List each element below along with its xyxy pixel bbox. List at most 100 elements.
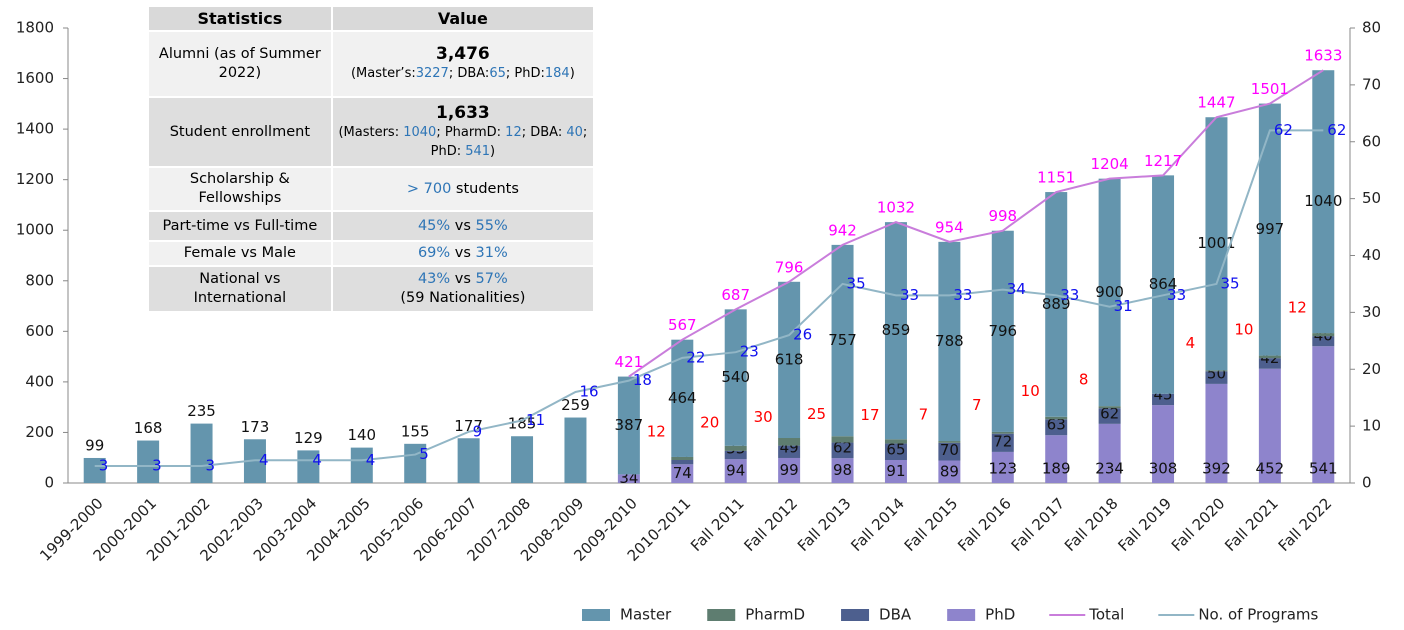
bar-segment xyxy=(1098,178,1121,407)
bar-segment xyxy=(1312,70,1335,334)
value-part: ; PhD: xyxy=(430,124,588,159)
value-label: 70 xyxy=(940,441,959,459)
bar-segment xyxy=(1045,416,1068,420)
row-label: Alumni (as of Summer 2022) xyxy=(147,30,333,98)
bar-segment xyxy=(1205,117,1228,371)
value-label: 62 xyxy=(1274,121,1293,139)
bar-segment xyxy=(1312,336,1335,347)
value-label: 1032 xyxy=(877,199,915,217)
headline: 1,633 xyxy=(435,102,490,123)
y-tick-label: 1600 xyxy=(16,69,54,87)
value-parts: (Masters: 1040; PharmD: 12; DBA: 40; PhD… xyxy=(338,125,587,159)
bar-segment xyxy=(938,460,961,483)
legend-swatch xyxy=(947,609,976,621)
bar-segment xyxy=(831,436,854,443)
value-label: 94 xyxy=(726,462,745,480)
value-label: 464 xyxy=(668,389,697,407)
value-label: 63 xyxy=(1047,416,1066,434)
bar-segment xyxy=(884,443,907,460)
value-parts: (Master’s:3227; DBA:65; PhD:184) xyxy=(351,66,575,81)
table-header: Statistics Value xyxy=(147,5,596,32)
row-label: National vs International xyxy=(147,265,333,313)
bar-segment xyxy=(297,450,320,483)
value-part: 45% xyxy=(417,217,451,234)
value-label: 1151 xyxy=(1037,169,1075,187)
bar-segment xyxy=(991,230,1014,432)
value-label: 796 xyxy=(988,322,1017,340)
bar-segment xyxy=(778,281,801,439)
value-label: 234 xyxy=(1095,460,1124,478)
value-label: 259 xyxy=(561,396,590,414)
legend-label: Master xyxy=(620,606,672,624)
bar-segment xyxy=(457,438,480,483)
legend-label: PharmD xyxy=(745,606,805,624)
value-part: 65 xyxy=(489,66,506,81)
bar-segment xyxy=(778,438,801,446)
value-label: 1217 xyxy=(1144,152,1182,170)
legend-label: PhD xyxy=(985,606,1015,624)
bar-segment xyxy=(724,450,747,460)
value-part: 57% xyxy=(475,271,508,287)
bar-segment xyxy=(1205,383,1228,483)
y-tick-label: 1400 xyxy=(16,120,54,138)
value-label: 788 xyxy=(935,332,964,350)
value-label: 74 xyxy=(673,464,692,482)
value-label: 10 xyxy=(1234,321,1253,339)
bar-segment xyxy=(1098,406,1121,409)
value-part: (Master’s: xyxy=(350,66,416,81)
value-label: 10 xyxy=(1021,382,1040,400)
bar-segment xyxy=(831,442,854,459)
value-part: 541 xyxy=(465,143,491,159)
value-label: 89 xyxy=(940,462,959,480)
value-label: 452 xyxy=(1256,460,1285,478)
bar-segment xyxy=(137,440,160,483)
value-part: students xyxy=(451,180,519,197)
value-label: 12 xyxy=(647,422,666,440)
value-label: 62 xyxy=(1100,404,1119,422)
table-row: Alumni (as of Summer 2022) 3,476 (Master’s… xyxy=(147,30,596,98)
bar-segment xyxy=(1258,355,1281,359)
legend-swatch xyxy=(707,609,736,621)
value-part: 40 xyxy=(566,124,583,140)
bar-segment xyxy=(404,443,427,483)
bar-segment xyxy=(671,339,694,457)
bar-segment xyxy=(831,244,854,437)
value-label: 18 xyxy=(633,371,652,389)
y-tick-label: 1000 xyxy=(16,221,54,239)
legend-label: DBA xyxy=(879,606,912,624)
header-cell: Value xyxy=(330,5,596,32)
value-label: 900 xyxy=(1095,283,1124,301)
value-label: 35 xyxy=(1220,274,1239,292)
y-tick-label: 1800 xyxy=(16,19,54,37)
row-label: Student enrollment xyxy=(147,96,333,168)
bar-segment xyxy=(991,433,1014,452)
value-label: 387 xyxy=(615,416,644,434)
value-label: 26 xyxy=(793,326,812,344)
bar-segment xyxy=(511,436,534,483)
value-label: 4 xyxy=(312,451,322,469)
value-label: 98 xyxy=(833,461,852,479)
bar-segment xyxy=(724,459,747,483)
value-part: 184 xyxy=(544,66,570,81)
header-cell: Statistics xyxy=(147,5,333,32)
bar-segment xyxy=(1205,371,1228,384)
value-label: 155 xyxy=(401,422,430,440)
value-label: 5 xyxy=(419,445,429,463)
value-label: 99 xyxy=(780,461,799,479)
y2-tick-label: 40 xyxy=(1362,246,1381,264)
value-label: 8 xyxy=(1079,371,1089,389)
y-tick-label: 0 xyxy=(44,474,54,492)
value-label: 796 xyxy=(775,258,804,276)
value-parts: 69% vs 31% xyxy=(418,245,508,261)
bar-segment xyxy=(350,447,373,483)
line xyxy=(94,129,1324,467)
value-label: 4 xyxy=(259,451,269,469)
value-parts: 43% vs 57% xyxy=(418,271,508,287)
table-row: Female vs Male 69% vs 31% xyxy=(147,240,596,267)
stats-table: Statistics Value Alumni (as of Summer 2022… xyxy=(147,5,596,313)
value-label: 7 xyxy=(972,396,982,414)
bar-segment xyxy=(83,457,106,483)
value-part: (Masters: xyxy=(338,124,404,140)
bar-segment xyxy=(1312,346,1335,483)
value-label: 62 xyxy=(1327,121,1346,139)
